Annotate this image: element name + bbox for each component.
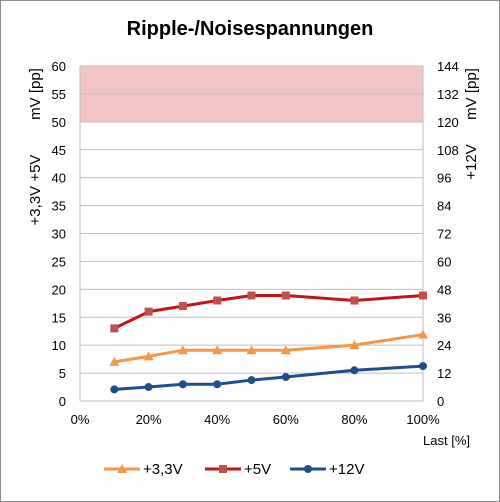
data-point — [247, 376, 256, 385]
y-left-tick-label: 5 — [59, 366, 66, 381]
y-left-tick-label: 60 — [52, 59, 66, 74]
data-point — [419, 362, 427, 371]
data-point — [418, 329, 428, 339]
y-left-tick-label: 35 — [52, 199, 66, 214]
legend-item-12v: +12V — [290, 461, 364, 478]
y-left-tick-label: 25 — [52, 254, 66, 269]
y-right-tick-label: 36 — [437, 310, 451, 325]
data-point — [143, 351, 154, 361]
y-left-tick-label: 50 — [52, 115, 66, 130]
series-line-1 — [113, 293, 424, 330]
x-tick-label: 100% — [406, 412, 440, 427]
legend-item-5v: +5V — [205, 461, 271, 478]
y-right-tick-label: 0 — [437, 394, 444, 409]
chart-title: Ripple-/Noisespannungen — [127, 18, 374, 40]
y-left-tick-label: 40 — [52, 171, 66, 186]
data-point — [350, 296, 359, 305]
x-tick-label: 20% — [136, 412, 162, 427]
data-point — [178, 380, 187, 389]
y-right-tick-label: 144 — [437, 59, 459, 74]
data-point — [144, 383, 153, 392]
legend-label-3v3: +3,3V — [143, 461, 183, 478]
y-left-tick-label: 10 — [52, 338, 66, 353]
legend-label-12v: +12V — [329, 461, 364, 478]
circle-marker-icon — [304, 465, 312, 473]
y-right-tick-label: 12 — [437, 366, 451, 381]
y-left-tick-label: 15 — [52, 310, 66, 325]
data-point — [281, 373, 290, 382]
legend-label-5v: +5V — [244, 461, 271, 478]
y-left-tick-label: 55 — [52, 87, 66, 102]
series-line-2 — [114, 364, 424, 391]
y-right-tick-label: 72 — [437, 227, 451, 242]
y-right-tick-label: 120 — [437, 115, 459, 130]
x-tick-label: 80% — [341, 412, 367, 427]
data-point — [349, 340, 360, 350]
y-right-title: +12V — [463, 144, 480, 179]
legend-item-3v3: +3,3V — [104, 461, 183, 478]
data-point — [281, 291, 290, 300]
y-left-title: +3,3V +5V — [27, 155, 44, 226]
data-point — [247, 291, 256, 300]
data-point — [110, 324, 119, 333]
y-right-tick-label: 96 — [437, 171, 451, 186]
y-right-unit-label: mV [pp] — [463, 68, 480, 120]
x-tick-label: 40% — [204, 412, 230, 427]
series-line-0 — [114, 333, 424, 364]
y-right-tick-label: 48 — [437, 282, 451, 297]
data-point — [109, 356, 120, 366]
data-point — [246, 345, 257, 355]
triangle-marker-icon — [117, 464, 127, 473]
x-tick-label: 60% — [273, 412, 299, 427]
y-left-tick-label: 30 — [52, 227, 66, 242]
y-right-tick-label: 132 — [437, 87, 459, 102]
data-point — [350, 366, 359, 375]
square-marker-icon — [219, 465, 227, 473]
y-left-tick-label: 0 — [59, 394, 66, 409]
data-point — [213, 380, 222, 389]
data-point — [178, 302, 187, 311]
data-point — [280, 345, 291, 355]
y-left-tick-label: 45 — [52, 143, 66, 158]
y-right-tick-label: 108 — [437, 143, 459, 158]
y-right-tick-label: 24 — [437, 338, 451, 353]
data-point — [144, 307, 153, 316]
y-left-unit-label: mV [pp] — [27, 68, 44, 120]
x-axis-title: Last [%] — [423, 433, 470, 448]
data-point — [177, 345, 188, 355]
data-point — [110, 385, 119, 394]
data-point — [419, 291, 427, 300]
legend: +3,3V +5V +12V — [104, 461, 364, 478]
x-tick-label: 0% — [71, 412, 90, 427]
data-point — [212, 345, 223, 355]
y-right-tick-label: 84 — [437, 199, 451, 214]
data-point — [213, 296, 222, 305]
y-right-tick-label: 60 — [437, 254, 451, 269]
y-left-tick-label: 20 — [52, 282, 66, 297]
